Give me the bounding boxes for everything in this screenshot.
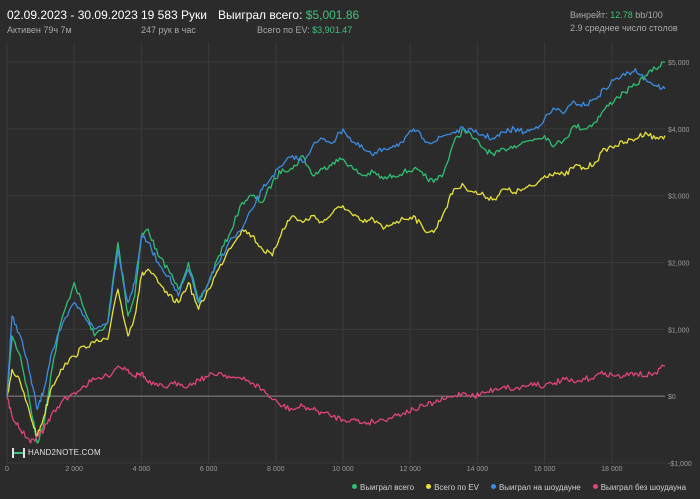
avg-tables: 2.9 среднее число столов xyxy=(570,23,678,33)
x-tick-label: 2 000 xyxy=(65,466,83,473)
y-tick-label: $1,000 xyxy=(668,327,690,334)
hands-block: 19 583 Руки 247 рук в час xyxy=(141,8,207,35)
legend-item[interactable]: Выиграл на шоудауне xyxy=(490,483,581,492)
logo-mark-icon xyxy=(12,448,25,458)
y-tick-label: -$1,000 xyxy=(668,461,692,468)
series-line-3 xyxy=(6,364,666,444)
y-tick-label: $0 xyxy=(668,394,676,401)
series-line-2 xyxy=(6,68,666,411)
x-tick-label: 6 000 xyxy=(200,466,218,473)
ev-label: Всего по EV: xyxy=(257,25,310,35)
won-block: Выиграл всего: $5,001.86 Всего по EV: $3… xyxy=(218,8,359,35)
chart-series xyxy=(6,61,666,444)
logo-text: HAND2NOTE.COM xyxy=(28,448,101,458)
hands-count: 19 583 Руки xyxy=(141,8,207,22)
winrate: Винрейт: 12.78 bb/100 xyxy=(570,10,678,20)
hand2note-logo: HAND2NOTE.COM xyxy=(12,448,101,458)
x-tick-label: 12 000 xyxy=(399,466,421,473)
chart-grid xyxy=(6,42,665,464)
legend-dot-icon xyxy=(490,484,496,490)
series-line-0 xyxy=(6,61,666,444)
hands-per-hour: 247 рук в час xyxy=(141,25,196,35)
legend-dot-icon xyxy=(352,484,357,490)
x-tick-label: 4 000 xyxy=(133,466,151,473)
legend-item[interactable]: Выиграл без шоудауна xyxy=(592,483,687,492)
chart-axes: 0 2 000 4 000 6 000 8 000 10 000 12 000 14 000 1… xyxy=(5,60,692,473)
x-tick-label: 14 000 xyxy=(467,466,489,473)
won-total: Выиграл всего: $5,001.86 xyxy=(218,8,359,22)
stats-header: 02.09.2023 - 30.09.2023 Активен 79ч 7м 1… xyxy=(0,0,700,40)
legend-dot-icon xyxy=(426,484,432,490)
y-tick-label: $5,000 xyxy=(668,60,690,67)
legend-label: Выиграл на шоудауне xyxy=(498,483,581,492)
x-tick-label: 16 000 xyxy=(534,466,556,473)
chart-legend: Выиграл всего Всего по EV Выиграл на шоуда… xyxy=(352,483,698,492)
x-tick-label: 8 000 xyxy=(267,466,285,473)
x-tick-label: 18 000 xyxy=(601,466,623,473)
legend-item[interactable]: Всего по EV xyxy=(426,483,479,492)
legend-label: Выиграл всего xyxy=(360,483,415,492)
y-tick-label: $3,000 xyxy=(668,194,690,201)
legend-label: Всего по EV xyxy=(434,483,479,492)
winrate-suffix: bb/100 xyxy=(635,10,663,20)
x-tick-label: 10 000 xyxy=(332,466,354,473)
active-time: Активен 79ч 7м xyxy=(7,25,72,35)
ev-value: $3,901.47 xyxy=(312,25,353,35)
won-value: $5,001.86 xyxy=(305,8,360,22)
legend-dot-icon xyxy=(592,484,598,490)
winrate-value: 12.78 xyxy=(610,10,633,20)
legend-label: Выиграл без шоудауна xyxy=(600,483,687,492)
x-tick-label: 0 xyxy=(5,466,9,473)
legend-item[interactable]: Выиграл всего xyxy=(352,483,414,492)
y-tick-label: $4,000 xyxy=(668,127,690,134)
series-line-1 xyxy=(6,131,666,437)
won-label: Выиграл всего: xyxy=(218,8,303,22)
ev-total: Всего по EV: $3,901.47 xyxy=(218,25,359,35)
winrate-label: Винрейт: xyxy=(570,10,608,20)
winrate-block: Винрейт: 12.78 bb/100 2.9 среднее число … xyxy=(570,10,678,33)
date-range[interactable]: 02.09.2023 - 30.09.2023 xyxy=(7,8,138,22)
y-tick-label: $2,000 xyxy=(668,261,690,268)
date-block: 02.09.2023 - 30.09.2023 Активен 79ч 7м xyxy=(7,8,138,35)
